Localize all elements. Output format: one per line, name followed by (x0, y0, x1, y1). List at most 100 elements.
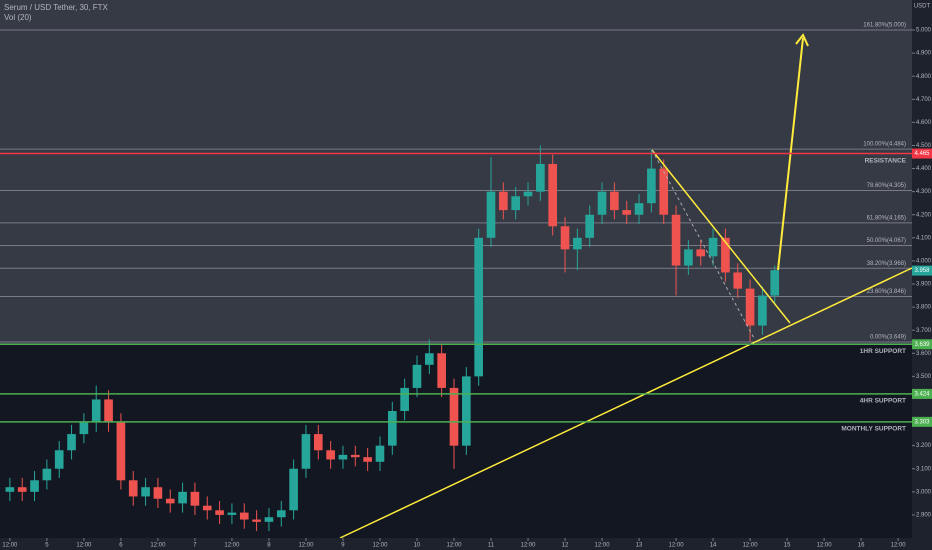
x-tick-label: 16 (858, 543, 865, 549)
candle-body (202, 505, 212, 511)
x-tick-label: 12:00 (446, 543, 462, 549)
fib-label: 161.80%(5.000) (863, 23, 906, 29)
x-tick-label: 12:00 (743, 543, 759, 549)
x-tick-label: 12:00 (891, 543, 907, 549)
candle-body (597, 191, 607, 215)
candle-body (54, 450, 64, 469)
candle-body (733, 272, 743, 289)
y-tick-label: 3.600 (916, 351, 932, 357)
candle-body (474, 237, 483, 377)
candle-body (350, 454, 360, 458)
candle-body (536, 163, 545, 192)
candle-body (721, 237, 730, 273)
fib-label: 78.60%(4.305) (867, 183, 906, 189)
candle-body (412, 364, 422, 388)
x-tick-label: 11 (488, 543, 495, 549)
candle-body (758, 295, 767, 326)
candle-body (178, 491, 187, 504)
candle-body (239, 512, 249, 520)
level-price-box (912, 339, 932, 350)
fib-label: 100.00%(4.484) (863, 142, 906, 148)
fib-anchor-line (651, 149, 756, 341)
y-tick-label: 5.000 (916, 28, 932, 34)
level-name: 4HR SUPPORT (860, 398, 906, 405)
candle-body (116, 422, 126, 481)
x-tick-label: 12:00 (224, 543, 240, 549)
level-price-box (912, 416, 932, 427)
y-tick-label: 4.000 (916, 258, 932, 264)
chart-title: Serum / USD Tether, 30, FTX (4, 3, 109, 12)
level-price: 4.465 (914, 151, 930, 157)
candle-body (42, 468, 52, 481)
candle-body (462, 376, 471, 446)
candle-body (215, 510, 224, 515)
level-price: 3.639 (914, 342, 930, 348)
candle-body (585, 214, 595, 238)
candle-body (289, 468, 298, 511)
candle-body (165, 498, 175, 504)
candle-body (486, 191, 496, 238)
fib-label: 38.20%(3.968) (867, 261, 906, 267)
candle-body (67, 434, 76, 451)
candle-body (363, 457, 372, 462)
fib-label: 23.60%(3.846) (867, 289, 906, 295)
candle-body (622, 210, 632, 215)
candle-body (104, 399, 113, 423)
candle-body (276, 510, 286, 518)
x-tick-label: 13 (636, 543, 643, 549)
candle-body (696, 249, 706, 257)
candle-body (425, 353, 434, 365)
x-tick-label: 12:00 (76, 543, 92, 549)
last-price-box (912, 265, 932, 276)
x-tick-label: 12:00 (817, 543, 833, 549)
y-tick-label: 3.800 (916, 305, 932, 311)
x-tick-label: 12:00 (150, 543, 166, 549)
candle-body (91, 399, 101, 423)
x-tick-label: 8 (267, 543, 271, 549)
level-price: 3.303 (914, 419, 930, 425)
x-tick-label: 6 (119, 543, 123, 549)
y-tick-label: 3.700 (916, 328, 932, 334)
candle-body (326, 450, 335, 460)
volume-label: Vol (20) (4, 13, 32, 22)
y-tick-label: 4.300 (916, 189, 932, 195)
time-axis (0, 538, 912, 550)
candle-body (671, 214, 681, 266)
arrow-head (795, 33, 809, 47)
level-name: RESISTANCE (865, 157, 907, 164)
x-tick-label: 12:00 (372, 543, 388, 549)
y-tick-label: 3.500 (916, 374, 932, 380)
candle-body (548, 163, 558, 227)
rising-trendline (339, 267, 913, 539)
y-tick-label: 4.900 (916, 51, 932, 57)
y-tick-label: 3.100 (916, 466, 932, 472)
candle-body (153, 487, 163, 499)
candle-body (659, 168, 669, 215)
candle-body (375, 445, 385, 462)
y-tick-label: 2.900 (916, 512, 932, 518)
candle-body (400, 387, 409, 412)
candle-body (338, 454, 348, 460)
y-tick-label: 3.200 (916, 443, 932, 449)
y-tick-label: 4.400 (916, 166, 932, 172)
candle-body (17, 487, 27, 492)
candle-body (647, 168, 656, 204)
candle-body (610, 191, 619, 211)
fib-label: 61.80%(4.165) (867, 215, 906, 221)
candle-body (313, 434, 323, 451)
axis-unit: USDT (914, 4, 931, 10)
level-price: 3.424 (914, 391, 930, 397)
candle-body (30, 480, 39, 492)
candle-body (634, 203, 644, 215)
x-tick-label: 12:00 (298, 543, 314, 549)
y-tick-label: 4.800 (916, 74, 932, 80)
x-tick-label: 9 (341, 543, 345, 549)
candle-body (5, 487, 15, 492)
candle-body (141, 487, 150, 497)
y-tick-label: 4.700 (916, 97, 932, 103)
candle-body (437, 353, 446, 388)
candle-body (449, 387, 459, 446)
candle-body (387, 411, 397, 446)
candle-body (560, 226, 570, 250)
